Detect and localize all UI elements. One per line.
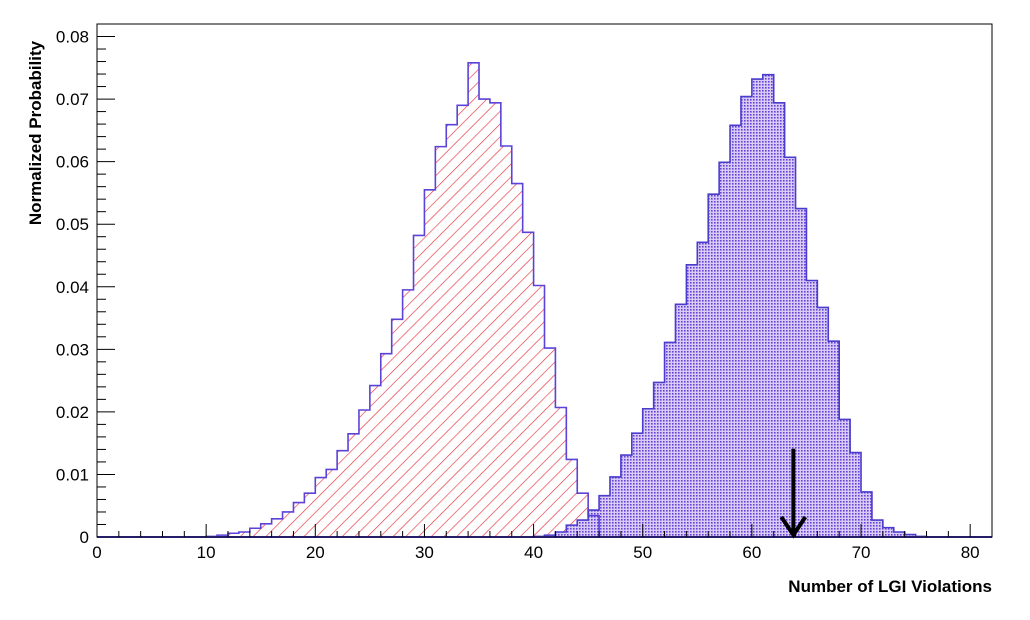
- histogram-bin-series-1: [369, 385, 382, 537]
- x-tick-label: 80: [961, 543, 980, 562]
- histogram-bin-series-2: [773, 102, 785, 537]
- histogram-bin-series-1: [315, 477, 327, 537]
- histogram-bin-series-1: [446, 124, 458, 537]
- x-tick-label: 50: [633, 543, 652, 562]
- histogram-bin-series-2: [795, 208, 807, 537]
- histogram-bin-series-2: [828, 341, 840, 537]
- x-tick-label: 60: [742, 543, 761, 562]
- histogram-bin-series-1: [489, 102, 502, 537]
- histogram-bin-series-1: [522, 232, 534, 537]
- y-tick-label: 0.07: [56, 90, 89, 109]
- histogram-bin-series-1: [468, 62, 480, 537]
- annotation-layer: [779, 448, 808, 539]
- histogram-bin-series-2: [599, 495, 611, 537]
- x-tick-label: 70: [852, 543, 871, 562]
- y-tick-label: 0.03: [56, 340, 89, 359]
- histogram-bin-series-1: [577, 493, 589, 537]
- y-tick-label: 0.02: [56, 403, 89, 422]
- histogram-bin-series-2: [893, 531, 905, 537]
- marker-arrow-head: [779, 515, 808, 539]
- y-tick-label: 0.05: [56, 215, 89, 234]
- histogram-bin-series-1: [402, 289, 414, 537]
- histogram-bin-series-2: [588, 510, 600, 537]
- histogram-bin-series-1: [479, 99, 491, 537]
- histogram-bin-series-2: [609, 476, 622, 537]
- ticks-layer: [96, 36, 993, 538]
- histogram-bin-series-2: [620, 455, 633, 537]
- labels-layer: 0 10 20 30 40 50 60 70 80 0 0.01 0.02 0.03 0.04 0.05 0.…: [56, 28, 980, 562]
- histogram-bin-series-1: [435, 146, 447, 537]
- histogram-bin-series-2: [861, 491, 873, 537]
- histogram-bin-series-2: [719, 162, 731, 537]
- histogram-bin-series-2: [555, 531, 567, 537]
- histogram-bin-series-2: [730, 125, 742, 537]
- histogram-bin-series-1: [304, 493, 316, 537]
- histogram-bin-series-1: [227, 533, 240, 537]
- x-tick-label: 20: [306, 543, 325, 562]
- histogram-outline-series-1: [205, 61, 600, 538]
- histogram-bin-series-2: [740, 96, 753, 537]
- histogram-bin-series-2: [806, 280, 818, 537]
- histogram-bin-series-1: [271, 518, 283, 537]
- histogram-bin-series-2: [664, 342, 676, 537]
- y-axis-title: Normalized Probability: [26, 40, 45, 225]
- histogram-bin-series-1: [260, 523, 272, 537]
- histogram-bin-series-1: [293, 502, 305, 537]
- histogram-bin-series-2: [850, 452, 862, 537]
- histogram-bin-series-1: [358, 410, 371, 537]
- x-axis-title: Number of LGI Violations: [788, 577, 992, 596]
- histogram-bin-series-1: [500, 145, 513, 537]
- histogram-bin-series-1: [337, 450, 349, 537]
- histogram-bin-series-2: [653, 382, 665, 537]
- histogram-bin-series-1: [566, 459, 578, 537]
- histogram-bin-series-2: [817, 307, 829, 537]
- histogram-bin-series-1: [249, 528, 262, 537]
- histogram-bin-series-1: [282, 511, 294, 537]
- histogram-bin-series-1: [413, 235, 425, 537]
- histogram-bin-series-2: [784, 157, 796, 537]
- y-tick-label: 0.08: [56, 28, 89, 47]
- y-tick-label: 0.06: [56, 153, 89, 172]
- histogram-bin-series-1: [533, 285, 545, 537]
- histogram-bin-series-1: [555, 407, 567, 537]
- histogram-bin-series-1: [424, 189, 436, 537]
- histogram-bin-series-2: [631, 433, 644, 537]
- histogram-bin-series-1: [457, 105, 469, 537]
- histogram-bin-series-2: [882, 527, 895, 537]
- histogram-bin-series-2: [686, 264, 698, 537]
- histogram-outline-series-2: [532, 73, 928, 538]
- histogram-bin-series-2: [839, 419, 851, 537]
- histogram-bin-series-2: [642, 408, 654, 537]
- histogram-bin-series-2: [904, 534, 916, 537]
- histogram-bin-series-1: [238, 531, 251, 537]
- histogram-bin-series-1: [511, 183, 523, 537]
- histogram-bin-series-2: [751, 79, 764, 538]
- histogram-bin-series-2: [697, 242, 709, 537]
- histogram-bin-series-1: [348, 433, 360, 537]
- y-tick-label: 0.01: [56, 465, 89, 484]
- histogram-bin-series-2: [871, 520, 884, 537]
- histogram-bin-series-2: [675, 304, 687, 537]
- histogram-bin-series-2: [762, 74, 775, 538]
- frame-layer: [96, 23, 993, 538]
- histogram-bin-series-2: [708, 194, 720, 538]
- bars-layer: [206, 62, 927, 538]
- plot-frame: [96, 23, 993, 538]
- histogram-bin-series-2: [577, 520, 589, 537]
- histogram-bin-series-1: [544, 348, 556, 537]
- x-tick-label: 0: [92, 543, 101, 562]
- x-tick-label: 30: [415, 543, 434, 562]
- histogram-bin-series-2: [566, 525, 578, 537]
- x-tick-label: 10: [197, 543, 216, 562]
- histogram-bin-series-1: [380, 353, 392, 537]
- x-tick-label: 40: [524, 543, 543, 562]
- histogram-bin-series-1: [326, 469, 338, 537]
- histogram-bin-series-1: [391, 319, 403, 537]
- y-tick-label: 0.04: [56, 278, 89, 297]
- y-tick-label: 0: [80, 528, 89, 547]
